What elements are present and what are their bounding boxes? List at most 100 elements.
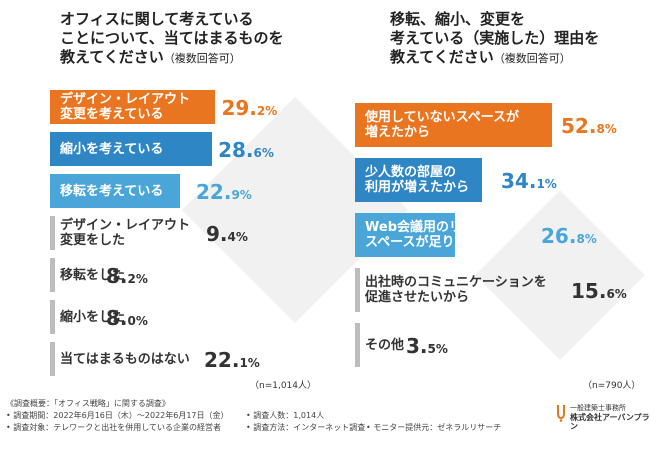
data-label-dec: 2%	[256, 104, 278, 118]
data-label-dec: 6%	[606, 287, 627, 301]
data-label-int: 52.	[561, 114, 597, 138]
bar-stub	[355, 323, 360, 367]
bar-label-line: 少人数の部屋の	[365, 165, 457, 180]
chart-title: 移転、縮小、変更を 考えている（実施した）理由を 教えてください（複数回答可）	[390, 10, 599, 68]
bar-stub	[50, 342, 55, 376]
data-label: 34.1%	[501, 170, 557, 195]
data-label-dec: 0%	[127, 314, 148, 328]
bar-stub	[50, 300, 55, 334]
logo-mark-icon	[557, 405, 565, 422]
bar-label-line: 出社時のコミュニケーションを	[365, 275, 547, 290]
bar	[355, 158, 483, 202]
bar	[50, 174, 180, 208]
data-label: 8.0%	[106, 307, 148, 332]
bar-label-line: その他	[365, 337, 405, 353]
bar-stub	[50, 258, 55, 292]
bar	[355, 103, 552, 147]
title-text: 移転、縮小、変更を	[390, 10, 526, 28]
title-suffix: （複数回答可）	[493, 52, 571, 65]
title-text: 考えている	[390, 29, 465, 47]
data-label-dec: 1%	[239, 356, 260, 370]
bar-label-line: 増えたから	[365, 125, 431, 140]
bar-label: 移転をした	[60, 268, 125, 283]
bar-stub	[50, 216, 55, 250]
bar-label: デザイン・レイアウト 変更をした	[60, 218, 190, 248]
bar-label: 縮小を考えている	[60, 142, 163, 157]
data-label: 3.5%	[406, 335, 448, 360]
bar-label: 少人数の部屋の 利用が増えたから	[365, 165, 469, 195]
footer-period: • 調査期間：2022年6月16日（木）〜2022年6月17日（金）	[6, 411, 229, 420]
bar-label-line: 縮小を考えている	[60, 141, 164, 157]
bar	[50, 132, 213, 166]
footer-heading: 《調査概要：「オフィス戦略」に関する調査》	[6, 399, 170, 408]
data-label: 9.4%	[206, 223, 248, 248]
data-label: 52.8%	[561, 115, 617, 140]
data-label-int: 15.	[571, 279, 607, 303]
footer-monitor: • モニター提供元：ゼネラルリサーチ	[366, 423, 502, 432]
bar-label-line: デザイン・レイアウト	[60, 92, 191, 107]
bar-label-line: スペースが足りないから	[365, 235, 507, 250]
data-label-int: 8.	[106, 306, 128, 330]
bar-label: 縮小をした	[60, 310, 125, 325]
data-label-dec: 6%	[253, 146, 274, 160]
title-line: 教えてください（複数回答可）	[60, 48, 284, 68]
title-text: 教えてください	[390, 48, 494, 66]
bar-label-line: 縮小をした	[60, 309, 126, 325]
data-label-dec: 5%	[427, 342, 448, 356]
bar-label: 出社時のコミュニケーションを 促進させたいから	[365, 275, 547, 305]
title-line: 考えている（実施した）理由を	[390, 29, 599, 48]
data-label-int: 22.	[204, 348, 240, 372]
title-text: 教えてください	[60, 48, 164, 66]
data-label-int: 26.	[541, 224, 577, 248]
chart-right: 移転、縮小、変更を 考えている（実施した）理由を 教えてください（複数回答可） 使用し…	[355, 0, 645, 395]
data-label-int: 8.	[106, 264, 128, 288]
bar-label: 移転を考えている	[60, 184, 163, 199]
data-label: 28.6%	[218, 139, 274, 164]
data-label: 15.6%	[571, 280, 627, 305]
footer-target: • 調査対象：テレワークと出社を併用している企業の経営者	[6, 423, 222, 432]
data-label: 22.1%	[204, 349, 260, 374]
bar-label: デザイン・レイアウト 変更を考えている	[60, 92, 190, 122]
bar-label-line: Web会議用のリモート	[365, 220, 501, 235]
data-label-int: 22.	[196, 180, 232, 204]
bar-label: 当てはまるものはない	[60, 352, 190, 367]
data-label-dec: 8%	[596, 122, 617, 136]
bar-label: 使用していないスペースが 増えたから	[365, 110, 519, 140]
bar-label: その他	[365, 338, 404, 353]
footer-count: • 調査人数：1,014人	[246, 411, 325, 420]
bar-label-line: 使用していないスペースが	[365, 110, 520, 125]
data-label-dec: 4%	[227, 230, 248, 244]
bar-label-line: 移転を考えている	[60, 183, 164, 199]
company-logo: 一般建築士事務所 株式会社アーバンプラン	[557, 404, 650, 431]
bar-label-line: 変更を考えている	[60, 107, 164, 122]
title-inline: （実施した）理由を	[464, 29, 600, 47]
data-label: 8.2%	[106, 265, 148, 290]
data-label-int: 34.	[501, 169, 537, 193]
sample-size: （n=790人）	[583, 381, 641, 391]
data-label-int: 3.	[406, 334, 428, 358]
data-label-int: 9.	[206, 222, 228, 246]
data-label-dec: 9%	[231, 188, 252, 202]
bar	[355, 213, 455, 257]
bar-label-line: 移転をした	[60, 267, 126, 283]
chart-title: オフィスに関して考えている ことについて、当てはまるものを 教えてください（複数回答…	[60, 10, 284, 68]
bar-stub	[355, 268, 360, 312]
bar-label-line: 当てはまるものはない	[60, 351, 190, 367]
bar-label-line: 利用が増えたから	[365, 180, 470, 195]
data-label-dec: 1%	[536, 177, 557, 191]
bar-label-line: 変更をした	[60, 233, 126, 248]
sample-size: （n=1,014人）	[250, 381, 317, 391]
data-label-dec: 2%	[127, 272, 148, 286]
bar-label: Web会議用のリモート スペースが足りないから	[365, 220, 506, 250]
data-label: 26.8%	[541, 225, 597, 250]
title-suffix: （複数回答可）	[163, 52, 241, 65]
data-label: 29.2%	[221, 97, 277, 122]
data-label-dec: 8%	[576, 232, 597, 246]
data-label-int: 29.	[221, 96, 257, 120]
logo-subtitle: 一般建築士事務所	[570, 404, 626, 412]
logo-name: 株式会社アーバンプラン	[570, 413, 650, 431]
survey-footer: 《調査概要：「オフィス戦略」に関する調査》 • 調査期間：2022年6月16日（…	[6, 398, 501, 434]
title-line: 教えてください（複数回答可）	[390, 48, 599, 68]
title-text: オフィスに関して考えている	[60, 10, 254, 28]
title-text: ことについて、当てはまるものを	[60, 29, 284, 47]
